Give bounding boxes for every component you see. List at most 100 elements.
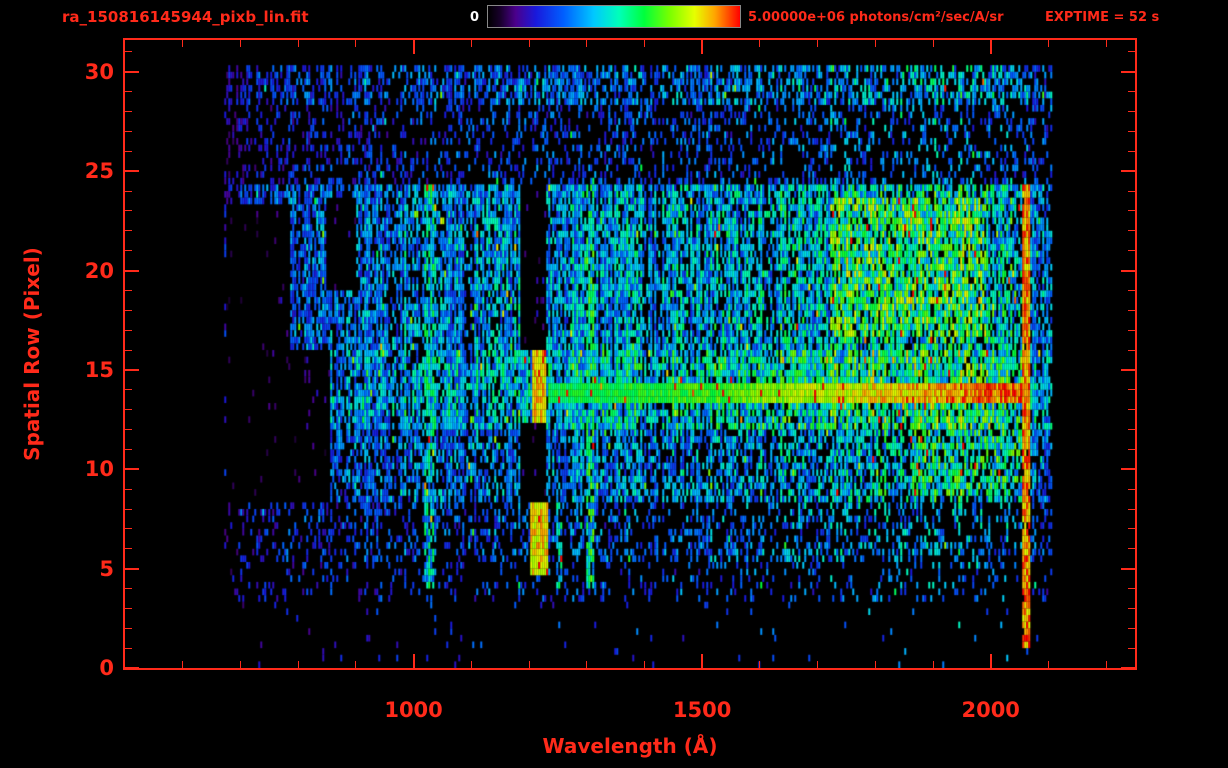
y-major-tick	[125, 368, 139, 371]
x-major-tick	[412, 654, 415, 668]
x-axis-title: Wavelength (Å)	[542, 734, 718, 758]
y-minor-tick	[125, 409, 132, 411]
x-minor-tick	[239, 40, 241, 47]
y-major-tick	[125, 170, 139, 173]
y-tick-label: 5	[99, 556, 114, 581]
x-minor-tick	[932, 661, 934, 668]
x-minor-tick	[297, 40, 299, 47]
y-minor-tick	[125, 647, 132, 649]
y-minor-tick	[1128, 389, 1135, 391]
y-tick-label: 15	[84, 357, 114, 382]
x-minor-tick	[182, 661, 184, 668]
y-major-tick	[125, 468, 139, 471]
y-minor-tick	[1128, 488, 1135, 490]
y-tick-label: 25	[84, 159, 114, 184]
y-minor-tick	[125, 250, 132, 252]
y-minor-tick	[1128, 429, 1135, 431]
y-minor-tick	[125, 607, 132, 609]
y-minor-tick	[125, 150, 132, 152]
y-minor-tick	[1128, 111, 1135, 113]
x-minor-tick	[1105, 40, 1107, 47]
y-minor-tick	[1128, 647, 1135, 649]
y-minor-tick	[1128, 130, 1135, 132]
y-major-tick	[1121, 269, 1135, 272]
y-minor-tick	[125, 448, 132, 450]
y-minor-tick	[125, 429, 132, 431]
y-minor-tick	[1128, 548, 1135, 550]
x-major-tick	[989, 654, 992, 668]
colorbar	[487, 5, 741, 28]
x-minor-tick	[817, 40, 819, 47]
x-minor-tick	[643, 40, 645, 47]
y-minor-tick	[1128, 329, 1135, 331]
y-minor-tick	[125, 548, 132, 550]
x-major-tick	[989, 40, 992, 54]
x-minor-tick	[874, 40, 876, 47]
y-major-tick	[1121, 567, 1135, 570]
y-major-tick	[1121, 468, 1135, 471]
y-minor-tick	[125, 508, 132, 510]
x-minor-tick	[643, 661, 645, 668]
y-tick-label: 0	[99, 656, 114, 680]
y-minor-tick	[1128, 230, 1135, 232]
x-minor-tick	[586, 661, 588, 668]
x-axis-title-wrap: Wavelength (Å)	[123, 734, 1137, 758]
colorbar-max-label: 5.00000e+06 photons/cm²/sec/A/sr	[748, 10, 1004, 25]
y-minor-tick	[1128, 607, 1135, 609]
x-minor-tick	[1047, 661, 1049, 668]
x-major-tick	[412, 40, 415, 54]
y-minor-tick	[1128, 309, 1135, 311]
y-minor-tick	[125, 528, 132, 530]
y-minor-tick	[125, 130, 132, 132]
y-minor-tick	[125, 190, 132, 192]
x-minor-tick	[932, 40, 934, 47]
y-major-tick	[125, 667, 139, 669]
exptime-label: EXPTIME = 52 s	[1045, 10, 1160, 25]
y-major-tick	[1121, 70, 1135, 73]
y-minor-tick	[125, 91, 132, 93]
y-major-tick	[125, 269, 139, 272]
y-minor-tick	[1128, 91, 1135, 93]
y-minor-tick	[125, 230, 132, 232]
x-minor-tick	[182, 40, 184, 47]
y-minor-tick	[125, 289, 132, 291]
x-minor-tick	[874, 661, 876, 668]
y-minor-tick	[125, 588, 132, 589]
x-minor-tick	[817, 661, 819, 668]
x-major-tick	[701, 654, 704, 668]
x-minor-tick	[586, 40, 588, 47]
x-minor-tick	[759, 661, 761, 668]
y-minor-tick	[125, 111, 132, 113]
x-minor-tick	[297, 661, 299, 668]
x-tick-label: 1500	[672, 698, 732, 722]
x-major-tick	[701, 40, 704, 54]
y-minor-tick	[125, 309, 132, 311]
y-minor-tick	[1128, 448, 1135, 450]
x-minor-tick	[1047, 40, 1049, 47]
y-minor-tick	[1128, 508, 1135, 510]
x-tick-label: 2000	[961, 698, 1020, 722]
y-minor-tick	[125, 389, 132, 391]
y-minor-tick	[1128, 349, 1135, 351]
colorbar-min-label: 0	[470, 10, 480, 25]
y-minor-tick	[1128, 289, 1135, 291]
y-minor-tick	[125, 349, 132, 351]
x-minor-tick	[470, 661, 472, 668]
x-minor-tick	[355, 40, 357, 47]
y-major-tick	[1121, 170, 1135, 173]
x-minor-tick	[759, 40, 761, 47]
y-minor-tick	[125, 329, 132, 331]
x-minor-tick	[528, 40, 530, 47]
plot-area: 1000 1500 2000 0 5 10 15 20 25 30	[85, 38, 1137, 722]
y-major-tick	[125, 567, 139, 570]
y-axis-title-wrap: Spatial Row (Pixel)	[14, 38, 50, 670]
x-minor-tick	[239, 661, 241, 668]
y-minor-tick	[1128, 190, 1135, 192]
file-title: ra_150816145944_pixb_lin.fit	[62, 8, 309, 26]
y-major-tick	[1121, 667, 1135, 669]
x-tick-label: 1000	[384, 698, 443, 722]
x-minor-tick	[1105, 661, 1107, 668]
y-minor-tick	[1128, 51, 1135, 53]
y-minor-tick	[1128, 210, 1135, 212]
